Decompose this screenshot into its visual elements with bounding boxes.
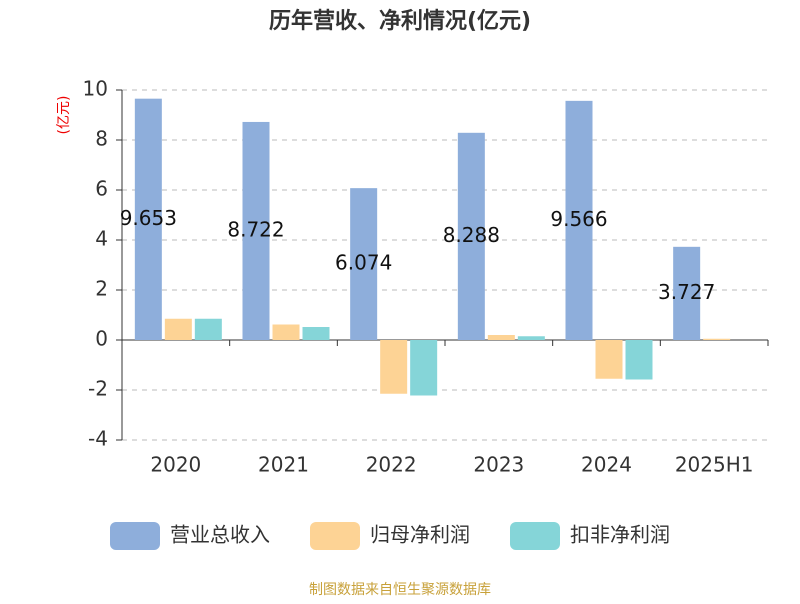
data-label: 3.727 bbox=[658, 280, 715, 304]
y-tick-label: 6 bbox=[95, 177, 108, 201]
bar bbox=[350, 188, 378, 340]
x-tick-label: 2025H1 bbox=[675, 453, 754, 477]
source-note: 制图数据来自恒生聚源数据库 bbox=[309, 582, 491, 598]
y-axis-label: (亿元) bbox=[56, 96, 72, 135]
x-tick-label: 2020 bbox=[150, 453, 201, 477]
bar bbox=[625, 340, 653, 380]
x-tick-label: 2024 bbox=[581, 453, 632, 477]
x-tick-label: 2023 bbox=[473, 453, 524, 477]
y-tick-label: -2 bbox=[88, 377, 108, 401]
bar bbox=[595, 340, 623, 379]
chart-title: 历年营收、净利情况(亿元) bbox=[269, 8, 531, 34]
data-label: 8.722 bbox=[227, 217, 284, 241]
bar bbox=[242, 121, 270, 340]
data-label: 8.288 bbox=[443, 223, 500, 247]
y-tick-label: 4 bbox=[95, 227, 108, 251]
legend-swatch bbox=[510, 522, 560, 550]
data-label: 6.074 bbox=[335, 251, 392, 275]
bar bbox=[272, 324, 300, 340]
y-tick-label: 8 bbox=[95, 127, 108, 151]
bar bbox=[565, 100, 593, 340]
bar bbox=[302, 327, 330, 340]
bar bbox=[380, 340, 408, 394]
legend-swatch bbox=[110, 522, 160, 550]
bar bbox=[164, 318, 192, 340]
bar bbox=[457, 132, 485, 340]
y-tick-label: -4 bbox=[88, 427, 108, 451]
y-tick-label: 2 bbox=[95, 277, 108, 301]
y-tick-label: 0 bbox=[95, 327, 108, 351]
legend-label: 扣非净利润 bbox=[570, 523, 670, 547]
bar bbox=[703, 338, 731, 340]
bar bbox=[410, 340, 438, 396]
bar bbox=[517, 336, 545, 340]
legend-label: 营业总收入 bbox=[170, 523, 270, 547]
bar bbox=[487, 335, 515, 340]
x-tick-label: 2021 bbox=[258, 453, 309, 477]
bar bbox=[134, 98, 162, 340]
legend-label: 归母净利润 bbox=[370, 523, 470, 547]
bar bbox=[673, 246, 701, 340]
x-tick-label: 2022 bbox=[366, 453, 417, 477]
data-label: 9.566 bbox=[550, 207, 607, 231]
y-tick-label: 10 bbox=[83, 77, 108, 101]
legend-swatch bbox=[310, 522, 360, 550]
data-label: 9.653 bbox=[120, 206, 177, 230]
bar bbox=[194, 318, 222, 340]
